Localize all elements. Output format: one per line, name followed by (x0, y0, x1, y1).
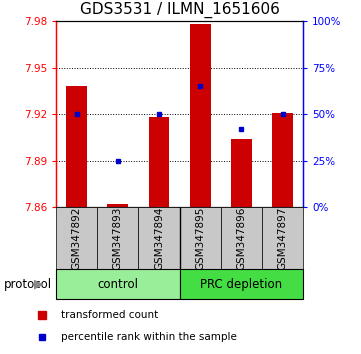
Text: GSM347894: GSM347894 (154, 206, 164, 270)
Bar (180, 207, 221, 269)
Text: GSM347895: GSM347895 (195, 206, 205, 270)
Bar (180, 269, 303, 299)
Bar (262, 207, 303, 269)
Bar (56, 269, 180, 299)
Bar (56, 207, 97, 269)
Text: control: control (97, 278, 138, 291)
Text: GSM347897: GSM347897 (278, 206, 288, 270)
Text: transformed count: transformed count (61, 309, 158, 320)
Text: protocol: protocol (4, 278, 52, 291)
Text: PRC depletion: PRC depletion (200, 278, 282, 291)
Bar (138, 207, 180, 269)
Text: percentile rank within the sample: percentile rank within the sample (61, 332, 236, 342)
Bar (231, 139, 252, 207)
Bar (149, 117, 169, 207)
Bar (66, 86, 87, 207)
Title: GDS3531 / ILMN_1651606: GDS3531 / ILMN_1651606 (80, 2, 279, 18)
Text: GSM347892: GSM347892 (71, 206, 82, 270)
Bar (108, 204, 128, 207)
Bar (272, 113, 293, 207)
Bar (221, 207, 262, 269)
Bar (97, 207, 138, 269)
Text: GSM347896: GSM347896 (236, 206, 247, 270)
Text: ▶: ▶ (34, 278, 44, 291)
Text: GSM347893: GSM347893 (113, 206, 123, 270)
Bar (190, 24, 210, 207)
